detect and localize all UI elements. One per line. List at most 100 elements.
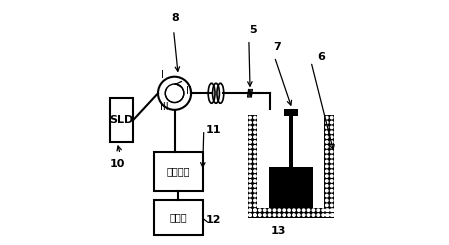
Circle shape — [326, 185, 328, 187]
Circle shape — [249, 126, 251, 129]
Circle shape — [307, 214, 310, 216]
Circle shape — [249, 189, 251, 192]
Circle shape — [278, 214, 281, 216]
Text: 6: 6 — [317, 52, 325, 62]
Circle shape — [249, 116, 251, 119]
Circle shape — [332, 209, 334, 211]
Circle shape — [249, 209, 251, 211]
FancyBboxPatch shape — [248, 208, 334, 218]
Circle shape — [249, 121, 251, 124]
Text: 12: 12 — [206, 215, 221, 225]
Circle shape — [326, 160, 328, 163]
Circle shape — [326, 170, 328, 172]
Circle shape — [249, 136, 251, 138]
Circle shape — [303, 209, 305, 211]
Circle shape — [326, 165, 328, 168]
Circle shape — [278, 209, 281, 211]
Circle shape — [322, 214, 324, 216]
Circle shape — [249, 141, 251, 143]
Circle shape — [326, 175, 328, 177]
Circle shape — [326, 155, 328, 158]
Circle shape — [293, 209, 295, 211]
FancyBboxPatch shape — [289, 116, 293, 167]
Circle shape — [326, 146, 328, 148]
Text: III: III — [160, 102, 169, 112]
Circle shape — [273, 209, 276, 211]
Circle shape — [330, 194, 333, 197]
Circle shape — [326, 121, 328, 124]
Circle shape — [326, 204, 328, 207]
Circle shape — [298, 214, 300, 216]
Text: I: I — [161, 70, 164, 80]
Circle shape — [283, 214, 286, 216]
Circle shape — [269, 209, 271, 211]
Circle shape — [307, 209, 310, 211]
Text: 13: 13 — [270, 226, 286, 236]
Circle shape — [330, 165, 333, 168]
Circle shape — [254, 165, 256, 168]
Circle shape — [283, 209, 286, 211]
Circle shape — [326, 199, 328, 202]
Circle shape — [330, 185, 333, 187]
Circle shape — [298, 209, 300, 211]
Circle shape — [332, 214, 334, 216]
Circle shape — [254, 131, 256, 134]
Circle shape — [254, 150, 256, 153]
Circle shape — [254, 160, 256, 163]
Circle shape — [264, 209, 266, 211]
Circle shape — [330, 121, 333, 124]
Circle shape — [326, 116, 328, 119]
Circle shape — [330, 189, 333, 192]
Circle shape — [249, 155, 251, 158]
Circle shape — [327, 209, 329, 211]
Circle shape — [254, 155, 256, 158]
Circle shape — [249, 214, 251, 216]
Circle shape — [330, 126, 333, 129]
FancyBboxPatch shape — [269, 167, 313, 208]
Text: II: II — [186, 86, 192, 96]
Circle shape — [330, 146, 333, 148]
Circle shape — [254, 199, 256, 202]
Circle shape — [330, 141, 333, 143]
Circle shape — [330, 170, 333, 172]
Circle shape — [330, 204, 333, 207]
Circle shape — [259, 209, 261, 211]
Circle shape — [330, 214, 333, 216]
Text: 11: 11 — [206, 125, 221, 135]
Circle shape — [254, 126, 256, 129]
Text: 7: 7 — [273, 42, 281, 52]
Circle shape — [249, 175, 251, 177]
Circle shape — [330, 131, 333, 134]
Circle shape — [254, 175, 256, 177]
Text: 8: 8 — [171, 13, 179, 23]
Circle shape — [326, 150, 328, 153]
Circle shape — [330, 116, 333, 119]
Circle shape — [249, 131, 251, 134]
Circle shape — [259, 214, 261, 216]
Circle shape — [273, 214, 276, 216]
Circle shape — [254, 121, 256, 124]
Circle shape — [254, 180, 256, 182]
Circle shape — [303, 214, 305, 216]
FancyBboxPatch shape — [110, 98, 133, 142]
Circle shape — [330, 150, 333, 153]
FancyBboxPatch shape — [248, 115, 257, 218]
FancyBboxPatch shape — [257, 115, 324, 208]
Circle shape — [254, 194, 256, 197]
FancyBboxPatch shape — [257, 115, 269, 167]
Circle shape — [249, 150, 251, 153]
FancyBboxPatch shape — [284, 109, 298, 116]
FancyBboxPatch shape — [154, 200, 202, 234]
Circle shape — [249, 194, 251, 197]
FancyBboxPatch shape — [324, 115, 334, 218]
Circle shape — [312, 214, 315, 216]
Circle shape — [249, 170, 251, 172]
Circle shape — [249, 180, 251, 182]
Circle shape — [327, 214, 329, 216]
Circle shape — [249, 204, 251, 207]
Circle shape — [326, 126, 328, 129]
Circle shape — [330, 199, 333, 202]
Circle shape — [322, 209, 324, 211]
Circle shape — [254, 146, 256, 148]
Circle shape — [326, 209, 328, 211]
